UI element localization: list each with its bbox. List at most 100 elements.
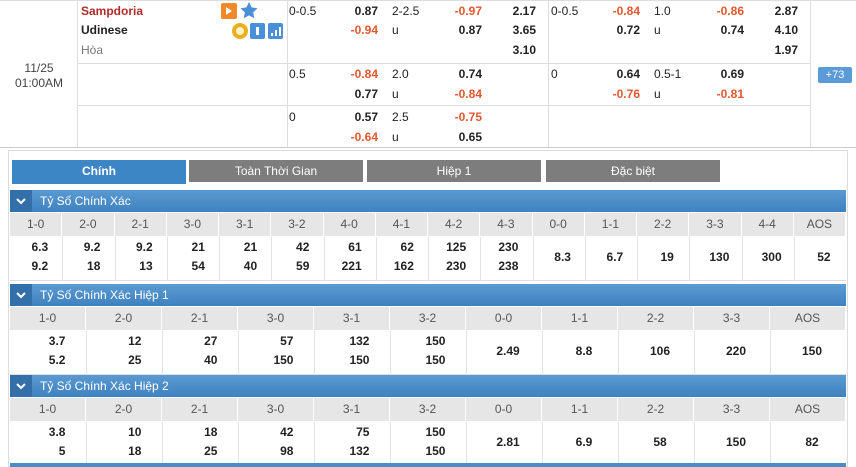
column-header: 1-0 <box>10 398 86 421</box>
handicap-odds: 0.57 <box>354 110 378 124</box>
divider <box>323 237 325 281</box>
tab[interactable]: Hiệp 1 <box>367 160 541 182</box>
handicap-odds: 0.87 <box>354 4 378 18</box>
more-badge[interactable]: +73 <box>818 67 852 83</box>
column-header: 2-2 <box>618 398 694 421</box>
divider <box>548 0 549 148</box>
score-odds: 5.2 <box>48 353 66 367</box>
handicap-odds: -0.84 <box>350 67 378 81</box>
score-odds: 13 <box>139 259 153 273</box>
tab[interactable]: Đặc biệt <box>546 160 720 182</box>
column-header: 3-0 <box>238 398 314 421</box>
section-header[interactable] <box>10 284 846 306</box>
column-header: 3-3 <box>694 307 770 330</box>
divider <box>542 422 543 466</box>
score-odds: 6.7 <box>606 250 624 264</box>
ou-odds: -0.86 <box>716 4 744 18</box>
ou-odds: 0.69 <box>720 67 744 81</box>
handicap-line: 0 <box>551 67 558 81</box>
column-header: 4-4 <box>741 213 794 236</box>
handicap-odds: -0.64 <box>350 130 378 144</box>
divider <box>77 105 810 106</box>
divider <box>618 331 619 375</box>
score-odds: 9.2 <box>31 259 49 273</box>
score-odds: 75 <box>356 425 370 439</box>
divider <box>480 237 482 281</box>
score-odds: 150 <box>425 425 446 439</box>
divider <box>390 422 391 466</box>
ou-line: 2.0 <box>392 67 409 81</box>
score-odds: 150 <box>725 435 747 449</box>
column-header: 0-0 <box>466 398 542 421</box>
column-header: 1-1 <box>542 398 618 421</box>
match-time: 01:00AM <box>14 76 64 90</box>
score-odds: 9.2 <box>135 240 153 254</box>
score-odds: 150 <box>425 353 446 367</box>
column-header: 2-2 <box>637 213 690 236</box>
score-odds: 162 <box>393 259 414 273</box>
divider <box>287 0 288 148</box>
ou-odds: 0.74 <box>458 67 482 81</box>
score-odds: 9.2 <box>83 240 101 254</box>
score-odds: 132 <box>349 444 370 458</box>
chevron <box>10 190 32 212</box>
1x2-odds: 3.10 <box>512 43 536 57</box>
divider <box>770 331 771 375</box>
score-odds: 125 <box>446 240 467 254</box>
column-header: 2-1 <box>114 213 167 236</box>
draw-label: Hòa <box>81 43 104 57</box>
section-header[interactable] <box>10 375 846 397</box>
score-odds: 3.7 <box>48 334 66 348</box>
divider <box>390 331 391 375</box>
ou-odds: 0.87 <box>458 23 482 37</box>
divider <box>0 147 856 148</box>
score-odds: 54 <box>191 259 205 273</box>
icon <box>236 27 244 35</box>
divider <box>86 422 87 466</box>
divider <box>689 237 691 281</box>
divider <box>618 422 619 466</box>
ou-line: 1.0 <box>654 4 671 18</box>
score-odds: 3.8 <box>48 425 66 439</box>
divider <box>62 237 64 281</box>
handicap-odds: 0.64 <box>616 67 640 81</box>
ou-line: 0.5-1 <box>654 67 682 81</box>
divider <box>238 422 239 466</box>
ou-under-label: u <box>392 130 399 144</box>
1x2-odds: 2.17 <box>512 4 536 18</box>
score-odds: 130 <box>709 250 730 264</box>
icon <box>271 27 281 36</box>
ou-under-label: u <box>392 23 399 37</box>
score-odds: 25 <box>128 353 142 367</box>
score-odds: 230 <box>446 259 467 273</box>
top-layout <box>221 2 283 39</box>
score-odds: 57 <box>280 334 294 348</box>
ou-odds: 0.65 <box>458 130 482 144</box>
score-odds: 21 <box>191 240 205 254</box>
score-odds: 18 <box>128 444 142 458</box>
handicap-odds: -0.94 <box>350 23 378 37</box>
column-header: 4-0 <box>323 213 376 236</box>
column-header: 3-3 <box>694 398 770 421</box>
ou-under-label: u <box>392 87 399 101</box>
score-odds: 150 <box>273 353 294 367</box>
handicap-line: 0-0.5 <box>551 4 579 18</box>
score-odds: 8.8 <box>575 344 593 358</box>
score-odds: 150 <box>425 444 446 458</box>
column-header: 3-2 <box>390 307 466 330</box>
score-odds: 42 <box>296 240 310 254</box>
1x2-odds: 2.87 <box>774 4 798 18</box>
tab[interactable]: Chính <box>12 160 186 184</box>
ou-under-label: u <box>654 23 661 37</box>
column-header: 3-3 <box>689 213 742 236</box>
score-odds: 61 <box>348 240 362 254</box>
column-header: 2-2 <box>618 307 694 330</box>
icon <box>226 7 232 15</box>
handicap-odds: 0.72 <box>616 23 640 37</box>
score-odds: 18 <box>87 259 101 273</box>
ou-line: 2.5 <box>392 110 409 124</box>
tab[interactable]: Toàn Thời Gian <box>189 160 363 182</box>
column-header: 2-1 <box>162 307 238 330</box>
match-date: 11/25 <box>24 61 54 75</box>
section-header[interactable] <box>10 190 846 212</box>
